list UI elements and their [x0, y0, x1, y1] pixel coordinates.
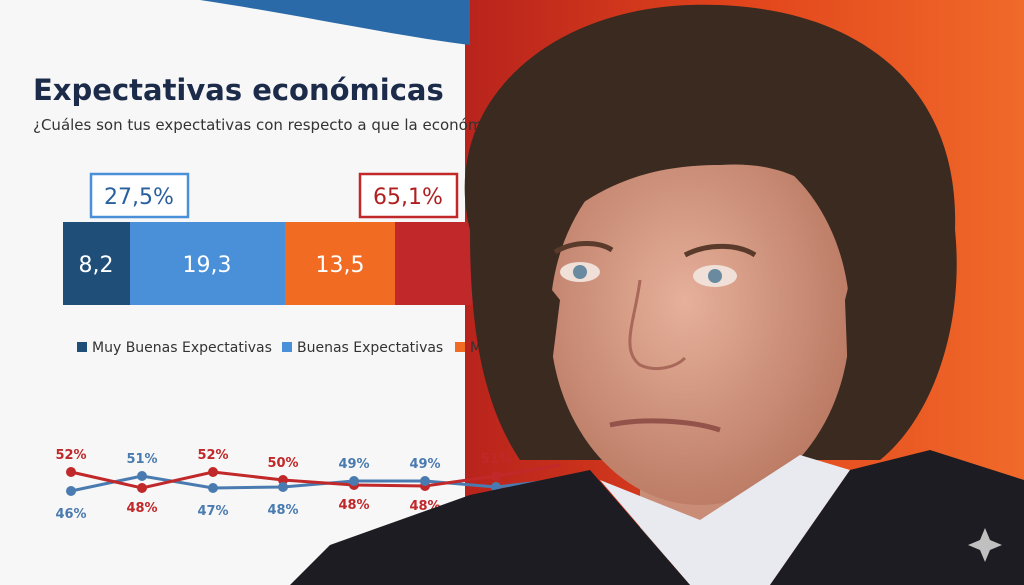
trend-point	[137, 471, 147, 481]
hair-side	[845, 240, 883, 430]
trend-label: 51%	[126, 452, 157, 467]
title: Expectativas económicas	[33, 73, 444, 107]
total-box	[358, 172, 459, 219]
face	[550, 135, 850, 505]
legend-label: Muy Buenas Expectativas	[92, 340, 272, 356]
bar-segment	[130, 222, 285, 305]
subtitle: ¿Cuáles son tus expectativas con respect…	[33, 116, 487, 134]
trend-point	[349, 476, 359, 486]
header-swoosh	[200, 0, 470, 45]
trend-point	[66, 467, 76, 477]
iris	[573, 265, 587, 279]
shirt	[600, 455, 850, 585]
trend-label: 52%	[55, 448, 86, 463]
brow	[683, 243, 757, 258]
trend-label: 52%	[197, 448, 228, 463]
suit	[770, 450, 1024, 585]
trend-label: 48%	[126, 501, 157, 516]
trend-point	[278, 475, 288, 485]
trend-point	[278, 482, 288, 492]
legend-swatch	[282, 342, 292, 352]
total-label: 27,5%	[104, 185, 174, 210]
trend-label: 50%	[267, 456, 298, 471]
total-label: 65,1%	[373, 185, 443, 210]
trend-label: 49%	[338, 457, 369, 472]
legend-label: Buenas Expectativas	[297, 340, 443, 356]
legend-swatch	[77, 342, 87, 352]
trend-label: 51%	[480, 452, 511, 467]
nose	[628, 279, 687, 370]
trend-point	[208, 483, 218, 493]
bar-segment	[63, 222, 130, 305]
trend-point	[208, 467, 218, 477]
trend-label: 48%	[267, 503, 298, 518]
legend-swatch	[455, 342, 465, 352]
bar-label: 8,2	[79, 253, 114, 278]
brow	[553, 241, 614, 255]
hair-side	[511, 250, 560, 420]
hair-fringe	[520, 94, 871, 260]
suit	[290, 470, 690, 585]
watermark-star	[968, 528, 1002, 562]
trend-point	[491, 471, 501, 481]
bar-label: 19,3	[183, 253, 232, 278]
bar-segment	[285, 222, 395, 305]
trend-point	[137, 483, 147, 493]
iris	[708, 269, 722, 283]
mouth	[609, 418, 721, 433]
total-box	[89, 172, 190, 219]
trend-lines: 52%48%52%50%48% 48%51%46%51%47% 48%49% 49%	[55, 448, 561, 522]
bar-label: 13,5	[316, 253, 365, 278]
trend-line-red	[70, 463, 561, 490]
trend-label: 48%	[338, 498, 369, 513]
trend-label: 46%	[55, 507, 86, 522]
trend-label: 49%	[409, 457, 440, 472]
trend-point	[420, 476, 430, 486]
trend-label: 47%	[197, 504, 228, 519]
trend-point	[66, 486, 76, 496]
